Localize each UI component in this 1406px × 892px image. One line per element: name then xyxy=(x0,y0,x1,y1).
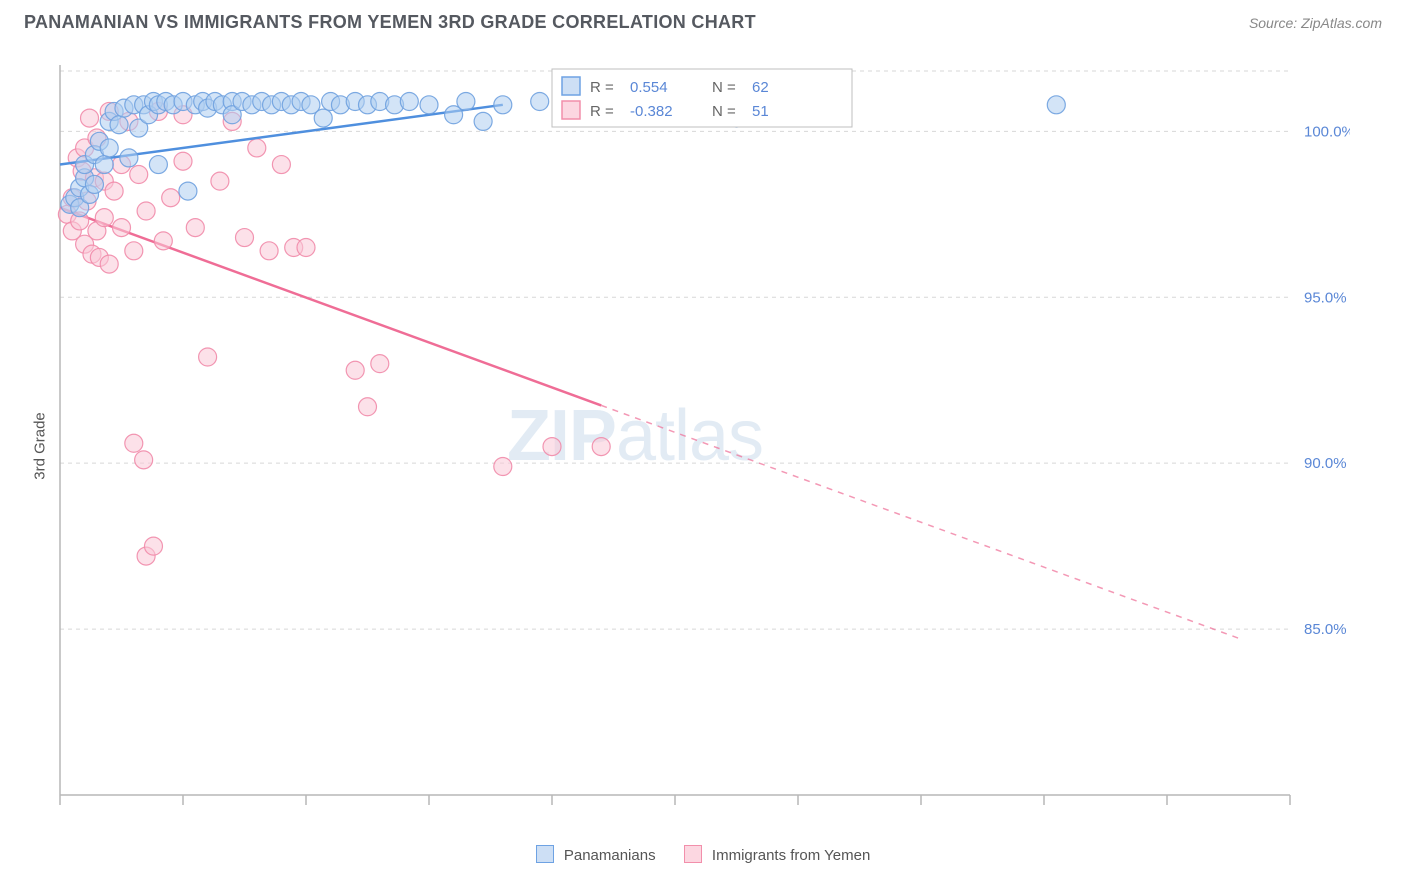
svg-text:N =: N = xyxy=(712,79,736,96)
y-axis-label: 3rd Grade xyxy=(31,412,48,480)
header: PANAMANIAN VS IMMIGRANTS FROM YEMEN 3RD … xyxy=(0,0,1406,37)
chart-container: PANAMANIAN VS IMMIGRANTS FROM YEMEN 3RD … xyxy=(0,0,1406,892)
svg-text:90.0%: 90.0% xyxy=(1304,455,1347,472)
chart-title: PANAMANIAN VS IMMIGRANTS FROM YEMEN 3RD … xyxy=(24,12,756,33)
svg-text:95.0%: 95.0% xyxy=(1304,289,1347,306)
svg-text:62: 62 xyxy=(752,79,769,96)
svg-text:R =: R = xyxy=(590,79,614,96)
svg-text:85.0%: 85.0% xyxy=(1304,621,1347,638)
scatter-chart: 85.0% 90.0% 95.0% 100.0% 0.0% 50.0% ZIPatlas R … xyxy=(50,55,1350,815)
legend-swatch-blue xyxy=(536,845,554,863)
svg-text:-0.382: -0.382 xyxy=(630,103,673,120)
svg-text:0.0%: 0.0% xyxy=(60,814,94,815)
svg-text:51: 51 xyxy=(752,103,769,120)
svg-text:100.0%: 100.0% xyxy=(1304,123,1350,140)
svg-text:50.0%: 50.0% xyxy=(1247,814,1290,815)
source-label: Source: ZipAtlas.com xyxy=(1249,15,1382,31)
bottom-legend: Panamanians Immigrants from Yemen xyxy=(0,845,1406,864)
legend-swatch-pink xyxy=(684,845,702,863)
legend-label-blue: Panamanians xyxy=(564,847,656,864)
legend-label-pink: Immigrants from Yemen xyxy=(712,847,870,864)
svg-text:N =: N = xyxy=(712,103,736,120)
svg-text:0.554: 0.554 xyxy=(630,79,668,96)
svg-text:R =: R = xyxy=(590,103,614,120)
plot-area: 85.0% 90.0% 95.0% 100.0% 0.0% 50.0% ZIPatlas R … xyxy=(50,55,1350,815)
svg-text:ZIPatlas: ZIPatlas xyxy=(507,396,763,476)
